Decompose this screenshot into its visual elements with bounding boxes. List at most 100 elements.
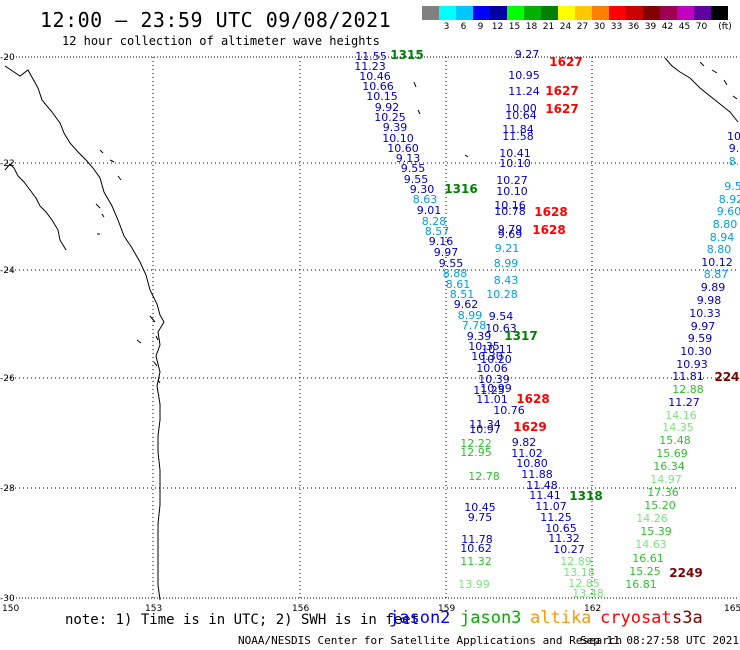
colorbar-swatch: [439, 6, 456, 20]
pass-number-label: 1317: [504, 329, 537, 343]
wave-height-value: 12.89: [560, 555, 592, 568]
axis-ticks: 150 153 156 159 162 165 -20 -22 -24 -26 -28 -30: [0, 53, 740, 614]
colorbar-tick-label: 18: [525, 22, 538, 32]
colorbar-tick-label: 42: [661, 22, 674, 32]
wave-height-value: 10.76: [493, 404, 525, 417]
wave-height-value: 9.69: [498, 228, 523, 241]
wave-height-value: 9.55: [439, 257, 464, 270]
wave-height-value: 8.80: [707, 243, 732, 256]
satellite-cryosat: cryosat: [600, 608, 672, 628]
wave-height-value: 15.25: [629, 565, 661, 578]
wave-height-value: 10.25: [374, 111, 406, 124]
longitude-tick-label: 159: [438, 604, 455, 614]
wave-height-value: 10.20: [480, 353, 512, 366]
colorbar-swatch: [694, 6, 711, 20]
pass-number-label: 1316: [444, 182, 477, 196]
wave-height-value: 10.28: [486, 288, 518, 301]
latitude-tick-label: -26: [0, 374, 15, 384]
wave-height-value: 11.24: [508, 85, 540, 98]
colorbar-swatch: [524, 6, 541, 20]
wave-height-value: 10.46: [359, 70, 391, 83]
wave-height-value: 12.78: [468, 470, 500, 483]
colorbar-tick-label: 12: [491, 22, 504, 32]
wave-height-value: 11.48: [526, 479, 558, 492]
pass-number-label: 1628: [534, 205, 567, 219]
wave-height-value: 8.57: [425, 225, 450, 238]
pass-number-label: 1627: [545, 84, 578, 98]
colorbar-tick-label: 33: [610, 22, 623, 32]
longitude-tick-label: 156: [292, 604, 309, 614]
wave-height-value: 7.78: [462, 319, 487, 332]
colorbar-swatch: [473, 6, 490, 20]
colorbar-swatch: [677, 6, 694, 20]
wave-height-value: 9.5: [724, 180, 740, 193]
wave-height-value: 11.27: [668, 396, 700, 409]
wave-height-value: 10.10: [382, 132, 414, 145]
wave-height-value: 17.36: [647, 486, 679, 499]
wave-height-value: 9.21: [495, 242, 520, 255]
wave-height-value: 11.07: [535, 500, 567, 513]
wave-height-value: 9.98: [697, 294, 722, 307]
pass-number-label: 1628: [532, 223, 565, 237]
wave-height-value: 11.32: [548, 532, 580, 545]
wave-height-value: 8.51: [450, 288, 475, 301]
colorbar-swatch: [609, 6, 626, 20]
wave-height-value: 13.48: [572, 587, 604, 600]
wave-height-value: 9.62: [454, 298, 479, 311]
colorbar-tick-label: 15: [508, 22, 521, 32]
wave-height-value: 10.78: [494, 205, 526, 218]
wave-height-value: 15.69: [656, 447, 688, 460]
wave-height-value: 9.39: [383, 121, 408, 134]
colorbar-tick-label: 70: [695, 22, 708, 32]
wave-height-value: 10.00: [505, 102, 537, 115]
wave-height-value: 10.30: [680, 345, 712, 358]
wave-height-value: 15.39: [640, 525, 672, 538]
pass-number-label: 1628: [516, 392, 549, 406]
wave-height-value: 10.64: [505, 109, 537, 122]
wave-height-value: 12.95: [460, 446, 492, 459]
wave-height-value: 15.20: [644, 499, 676, 512]
wave-height-value: 10.10: [499, 157, 531, 170]
wave-height-value: 12.85: [568, 577, 600, 590]
wave-height-value: 8.80: [713, 218, 738, 231]
pass-number-label: 1318: [569, 489, 602, 503]
wave-height-value: 10.12: [701, 256, 733, 269]
wave-height-value: 8.87: [704, 268, 729, 281]
wave-height-value: 11.34: [469, 418, 501, 431]
wave-height-value: 14.26: [636, 512, 668, 525]
wave-height-value: 16.81: [625, 578, 657, 591]
wave-height-value: 9.16: [429, 235, 454, 248]
wave-height-value: 9.97: [434, 246, 459, 259]
pass-number-label: 1315: [390, 48, 423, 62]
wave-height-value: 10.97: [469, 423, 501, 436]
wave-height-value: 8.28: [422, 215, 447, 228]
latitude-tick-label: -24: [0, 266, 15, 276]
new-caledonia-coastline: [664, 57, 739, 123]
wave-height-value: 16.34: [653, 460, 685, 473]
wave-height-value: 10.62: [460, 542, 492, 555]
colorbar-tick-label: 21: [542, 22, 555, 32]
wave-height-value: 8.99: [494, 257, 519, 270]
wave-height-value: 9.30: [410, 183, 435, 196]
wave-height-value: 9.39: [467, 330, 492, 343]
generation-timestamp: Sep 11 08:27:58 UTC 2021: [580, 634, 739, 647]
footer-note: note: 1) Time is in UTC; 2) SWH is in fe…: [65, 612, 420, 628]
colorbar-tick-label: 9: [477, 22, 484, 32]
wave-height-value: 14.16: [665, 409, 697, 422]
pass-number-label: 2249: [669, 566, 702, 580]
wave-height-value: 10.06: [476, 362, 508, 375]
wave-height-value: 8.43: [494, 274, 519, 287]
wave-height-value: 14.63: [635, 538, 667, 551]
wave-height-value: 9.89: [701, 281, 726, 294]
longitude-tick-label: 153: [145, 604, 162, 614]
colorbar-swatch: [456, 6, 473, 20]
wave-height-value: 10.35: [468, 340, 500, 353]
satellite-jason2: jason2: [389, 608, 451, 628]
colorbar-tick-label: 45: [678, 22, 691, 32]
colorbar-swatch: [643, 6, 660, 20]
latitude-tick-label: -30: [0, 594, 15, 604]
wave-height-value: 11.32: [460, 555, 492, 568]
wave-height-value: 8.92: [719, 193, 740, 206]
loyalty-islands: [699, 61, 738, 100]
